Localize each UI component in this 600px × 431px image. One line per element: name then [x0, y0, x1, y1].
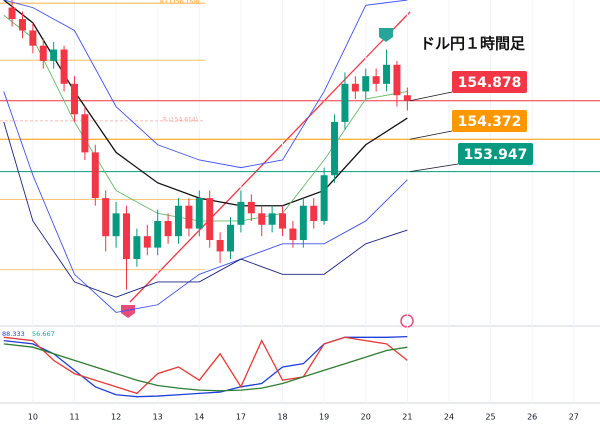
- x-tick-label: 12: [111, 413, 121, 422]
- level-label: R1 (156.159): [160, 0, 199, 6]
- x-tick-label: 14: [194, 413, 204, 422]
- candle-body: [122, 213, 130, 260]
- candle-body: [154, 220, 162, 248]
- candle-body: [70, 83, 78, 115]
- indicator-line: [3, 91, 408, 313]
- x-tick-label: 17: [236, 413, 246, 422]
- candle-body: [227, 224, 235, 252]
- price-label: 154.878: [458, 75, 522, 91]
- readout: 56.667: [32, 330, 55, 338]
- candle-body: [102, 198, 110, 237]
- candle-body: [247, 201, 255, 214]
- x-tick-label: 19: [319, 413, 329, 422]
- high-marker: [379, 28, 393, 42]
- candle-body: [383, 64, 391, 84]
- candle-body: [403, 95, 411, 101]
- candle-body: [50, 49, 58, 61]
- label-connector: [409, 130, 453, 140]
- price-label-box: [452, 110, 527, 132]
- x-tick-label: 27: [569, 413, 579, 422]
- candle-body: [164, 220, 172, 237]
- oscillator-line: [3, 343, 408, 392]
- candle-body: [289, 228, 297, 240]
- price-label: 154.372: [458, 114, 522, 130]
- candle-body: [299, 205, 307, 240]
- candle-body: [393, 64, 401, 96]
- candle-body: [268, 213, 276, 225]
- candle-body: [258, 213, 266, 225]
- x-tick-label: 10: [28, 413, 38, 422]
- x-tick-label: 18: [277, 413, 287, 422]
- plot: [3, 0, 411, 398]
- candle-body: [331, 121, 339, 176]
- x-tick-label: 25: [485, 413, 495, 422]
- candle-body: [341, 83, 349, 122]
- candle-body: [362, 76, 370, 92]
- candle-body: [133, 236, 141, 260]
- candle-body: [18, 19, 26, 31]
- x-tick-label: 24: [444, 413, 454, 422]
- grid: [0, 0, 600, 403]
- candle-body: [91, 152, 99, 199]
- candle-body: [216, 240, 224, 252]
- candle-body: [351, 83, 359, 92]
- candle-body: [39, 45, 47, 61]
- indicator-line: [3, 0, 408, 169]
- x-tick-label: 11: [69, 413, 79, 422]
- candle-body: [279, 213, 287, 229]
- candle-body: [206, 198, 214, 240]
- x-tick-label: 21: [402, 413, 412, 422]
- candle-body: [185, 205, 193, 229]
- chart-title: ドル円１時間足: [420, 35, 526, 53]
- candle-body: [372, 76, 380, 84]
- x-tick-label: 13: [153, 413, 163, 422]
- candle-body: [310, 205, 318, 221]
- candle-body: [320, 175, 328, 221]
- oscillator-line: [3, 336, 408, 395]
- low-marker: [121, 305, 135, 318]
- candle-body: [8, 7, 16, 20]
- trend-line: [129, 11, 411, 303]
- price-label: 153.947: [464, 147, 528, 163]
- price-label-box: [458, 143, 533, 165]
- label-connector: [409, 91, 453, 102]
- price-label-box: [452, 71, 527, 93]
- candle-body: [143, 236, 151, 248]
- x-tick-label: 26: [527, 413, 537, 422]
- candle-body: [112, 213, 120, 237]
- candle-body: [81, 114, 89, 153]
- label-connector: [409, 163, 459, 173]
- candle-body: [60, 49, 68, 84]
- candle-body: [175, 205, 183, 237]
- x-tick-label: 20: [361, 413, 371, 422]
- readout: 88.333: [2, 330, 25, 338]
- candle-body: [195, 198, 203, 229]
- candle-body: [237, 201, 245, 225]
- candle-body: [29, 30, 37, 46]
- level-label: P (154.614): [163, 116, 198, 123]
- indicator-line: [3, 121, 408, 298]
